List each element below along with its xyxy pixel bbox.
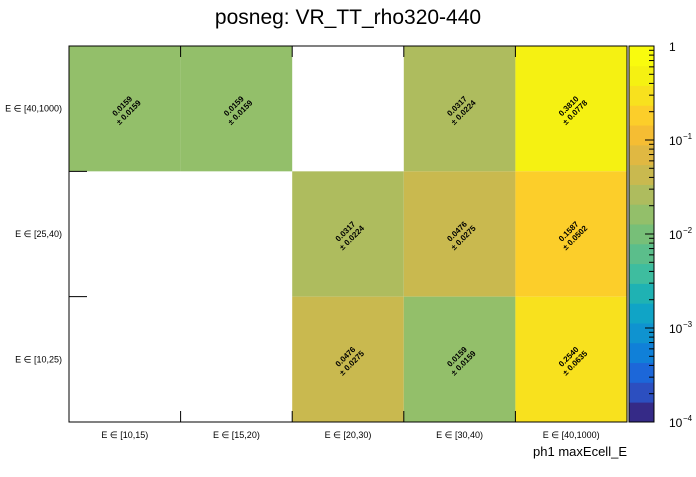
color-scale-band bbox=[629, 402, 654, 423]
y-tick-label: E ∈ [40,1000) bbox=[5, 104, 62, 114]
color-scale-label-base: 1 bbox=[669, 40, 676, 54]
color-scale-band bbox=[629, 283, 654, 304]
heatmap-cell bbox=[403, 46, 516, 172]
color-scale bbox=[628, 45, 655, 423]
color-scale-label: 10 −3 bbox=[669, 320, 693, 336]
color-scale-label: 10 −4 bbox=[669, 414, 693, 430]
heatmap-cell bbox=[292, 296, 404, 422]
heatmap-cell bbox=[180, 46, 293, 172]
x-tick-labels: E ∈ [10,15) E ∈ [15,20) E ∈ [20,30) E ∈ [30… bbox=[101, 430, 599, 440]
heatmap-cell bbox=[515, 46, 627, 172]
color-scale-band bbox=[629, 263, 654, 284]
color-scale-label-exponent: −2 bbox=[683, 226, 693, 235]
heatmap-cell bbox=[292, 171, 404, 297]
heatmap-cell bbox=[515, 171, 627, 297]
x-tick-label: E ∈ [15,20) bbox=[213, 430, 260, 440]
color-scale-labels: 110−110−210−310−4 bbox=[669, 40, 693, 430]
color-scale-band bbox=[629, 164, 654, 185]
color-scale-band bbox=[629, 382, 654, 403]
color-scale-label-exponent: −1 bbox=[683, 132, 693, 141]
heatmap-cell bbox=[69, 46, 181, 172]
x-tick-label: E ∈ [20,30) bbox=[325, 430, 372, 440]
color-scale-label: 10 −1 bbox=[669, 132, 693, 148]
x-tick-label: E ∈ [30,40) bbox=[436, 430, 483, 440]
color-scale-label: 1 bbox=[669, 40, 676, 54]
color-scale-band bbox=[629, 224, 654, 245]
color-scale-band bbox=[629, 125, 654, 146]
x-tick-label: E ∈ [10,15) bbox=[101, 430, 148, 440]
color-scale-band bbox=[629, 303, 654, 324]
color-scale-label-exponent: −3 bbox=[683, 320, 693, 329]
y-tick-label: E ∈ [25,40) bbox=[15, 229, 62, 239]
heatmap-cell bbox=[403, 171, 516, 297]
color-scale-band bbox=[629, 105, 654, 126]
color-scale-band bbox=[629, 144, 654, 166]
axis-ticks bbox=[69, 46, 516, 422]
color-scale-label-base: 10 bbox=[669, 134, 683, 148]
color-scale-label: 10 −2 bbox=[669, 226, 693, 242]
color-scale-band bbox=[629, 362, 654, 383]
chart-title: posneg: VR_TT_rho320-440 bbox=[215, 6, 481, 29]
y-tick-label: E ∈ [10,25) bbox=[15, 354, 62, 364]
color-scale-band bbox=[629, 85, 654, 106]
color-scale-band bbox=[629, 204, 654, 225]
color-scale-label-base: 10 bbox=[669, 228, 683, 242]
heatmap-cells bbox=[69, 46, 627, 422]
y-tick-labels: E ∈ [10,25) E ∈ [25,40) E ∈ [40,1000) bbox=[5, 104, 62, 365]
color-scale-band bbox=[629, 46, 654, 67]
x-tick-label: E ∈ [40,1000) bbox=[543, 430, 600, 440]
plot-frame bbox=[68, 45, 628, 423]
color-scale-band bbox=[629, 323, 654, 344]
color-scale-band bbox=[629, 65, 654, 86]
color-scale-label-base: 10 bbox=[669, 322, 683, 336]
color-scale-band bbox=[629, 243, 654, 265]
heatmap-cell bbox=[403, 296, 516, 422]
x-axis-title: ph1 maxEcell_E bbox=[533, 444, 627, 459]
color-scale-band bbox=[629, 184, 654, 205]
color-scale-label-base: 10 bbox=[669, 416, 683, 430]
color-scale-label-exponent: −4 bbox=[683, 414, 693, 423]
color-scale-band bbox=[629, 342, 654, 364]
heatmap-cell bbox=[515, 296, 627, 422]
